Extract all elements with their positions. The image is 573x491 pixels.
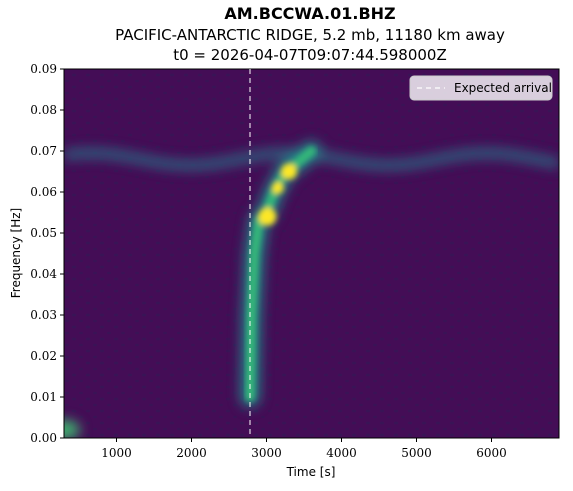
x-tick-label: 5000 [401, 446, 432, 460]
x-tick-label: 4000 [326, 446, 357, 460]
x-tick-label: 3000 [251, 446, 282, 460]
y-tick-label: 0.08 [30, 103, 57, 117]
legend-box [409, 75, 553, 101]
y-tick-label: 0.03 [30, 308, 57, 322]
y-tick-label: 0.05 [30, 226, 57, 240]
x-tick-label: 2000 [176, 446, 207, 460]
chart-subtitle-origin: t0 = 2026-04-07T09:07:44.598000Z [173, 46, 447, 64]
plot-frame [63, 68, 560, 439]
x-axis-label: Time [s] [286, 465, 336, 479]
y-tick-label: 0.02 [30, 349, 57, 363]
y-axis-label: Frequency [Hz] [9, 208, 23, 299]
x-tick-label: 6000 [476, 446, 507, 460]
y-tick-label: 0.01 [30, 390, 57, 404]
legend: Expected arrival [409, 75, 553, 101]
y-tick-label: 0.06 [30, 185, 57, 199]
chart-title: AM.BCCWA.01.BHZ [224, 4, 396, 23]
heatmap-texture [64, 69, 559, 438]
y-tick-label: 0.09 [30, 62, 57, 76]
y-tick-label: 0.07 [30, 144, 57, 158]
energy-peak [281, 163, 297, 180]
plot-area [64, 69, 559, 438]
energy-peak [271, 181, 284, 194]
low-frequency-energy [64, 419, 80, 438]
y-tick-label: 0.04 [30, 267, 57, 281]
y-tick-label: 0.00 [30, 431, 57, 445]
chart-subtitle-event: PACIFIC-ANTARCTIC RIDGE, 5.2 mb, 11180 k… [115, 26, 505, 44]
energy-peak [258, 207, 277, 226]
legend-label: Expected arrival [454, 81, 552, 95]
x-tick-label: 1000 [101, 446, 132, 460]
